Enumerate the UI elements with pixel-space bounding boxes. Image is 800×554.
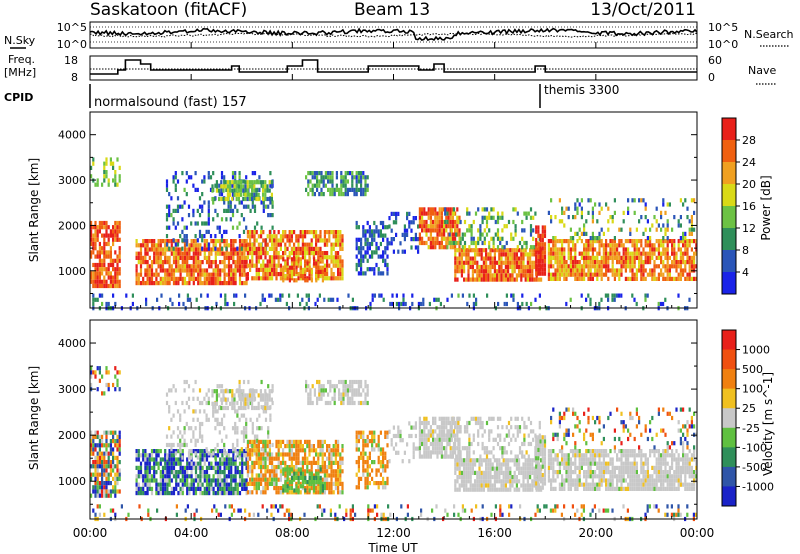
y-tick-label: 1000	[58, 265, 86, 278]
freq-left-tick-top: 18	[64, 54, 78, 67]
colorbar-segment	[722, 162, 736, 185]
colorbar-segment	[722, 140, 736, 163]
colorbar-segment	[722, 447, 736, 468]
noise-search-label: N.Search	[744, 28, 794, 41]
velocity-colorbar: 1000 500 100 25 -25 -100 -500 -1000 Velocity [m…	[721, 329, 775, 507]
freq-left-tick-bottom: 8	[71, 71, 78, 84]
x-axis-label: Time UT	[367, 541, 418, 554]
power-colorbar: 28 24 20 16 12 8 4 Power [dB]	[721, 117, 773, 295]
colorbar-tick-label: 100	[742, 383, 763, 396]
x-tick-label: 12:00	[376, 526, 411, 540]
velocity-ylabel: Slant Range [km]	[27, 366, 41, 470]
nave-label: Nave	[748, 64, 776, 77]
freq-label-2: [MHz]	[4, 66, 36, 79]
date-title: 13/Oct/2011	[590, 0, 696, 20]
y-tick-label: 3000	[58, 383, 86, 396]
x-tick-label: 04:00	[174, 526, 209, 540]
colorbar-tick-label: -500	[742, 461, 767, 474]
colorbar-tick-label: 500	[742, 363, 763, 376]
y-tick-label: 4000	[58, 337, 86, 350]
colorbar-tick-label: 4	[742, 266, 749, 279]
noise-panel: N.Sky 10^5 10^0 10^5 10^0 N.Search	[4, 21, 794, 51]
colorbar-tick-label: 25	[742, 402, 756, 415]
colorbar-segment	[722, 427, 736, 448]
colorbar-tick-label: 1000	[742, 344, 770, 357]
colorbar-tick-label: -100	[742, 441, 767, 454]
noise-sky-label: N.Sky	[4, 34, 36, 47]
cpid-row: CPID normalsound (fast) 157 themis 3300	[4, 83, 619, 110]
power-colorbar-label: Power [dB]	[759, 175, 773, 240]
x-tick-label: 00:00	[680, 526, 715, 540]
noise-search-line	[89, 32, 698, 38]
colorbar-segment	[722, 272, 736, 295]
power-ylabel: Slant Range [km]	[27, 158, 41, 262]
station-title: Saskatoon (fitACF)	[90, 0, 247, 20]
beam-title: Beam 13	[354, 0, 430, 20]
cpid-label: CPID	[4, 91, 33, 104]
colorbar-segment	[722, 184, 736, 207]
x-axis: 00:00 04:00 08:00 12:00 16:00 20:00 00:00	[73, 42, 715, 540]
x-tick-label: 20:00	[579, 526, 614, 540]
colorbar-tick-label: 24	[742, 156, 756, 169]
velocity-heatmap	[90, 366, 698, 522]
power-heatmap	[90, 157, 698, 311]
colorbar-tick-label: -1000	[742, 480, 774, 493]
noise-right-tick-top: 10^5	[708, 21, 738, 34]
colorbar-segment	[722, 118, 736, 141]
y-tick-label: 1000	[58, 475, 86, 488]
colorbar-tick-label: 16	[742, 200, 756, 213]
nave-right-tick-top: 60	[708, 54, 722, 67]
nave-right-tick-bottom: 0	[708, 71, 715, 84]
colorbar-segment	[722, 408, 736, 429]
colorbar-segment	[722, 206, 736, 229]
noise-right-tick-bottom: 10^0	[708, 38, 738, 51]
velocity-colorbar-label: Velocity [m s^-1]	[761, 372, 775, 476]
power-panel: 4000 3000 2000 1000 Slant Range [km]	[27, 111, 698, 311]
cpid-mode-1: normalsound (fast) 157	[94, 95, 247, 110]
noise-left-tick-top: 10^5	[57, 21, 87, 34]
velocity-panel: 4000 3000 2000 1000 Slant Range [km]	[27, 319, 698, 522]
freq-line	[90, 59, 697, 75]
colorbar-tick-label: 12	[742, 222, 756, 235]
colorbar-segment	[722, 388, 736, 409]
colorbar-segment	[722, 486, 736, 507]
colorbar-segment	[722, 250, 736, 273]
cpid-mode-2: themis 3300	[544, 83, 619, 97]
noise-sky-line	[89, 27, 698, 42]
y-tick-label: 3000	[58, 174, 86, 187]
colorbar-tick-label: 8	[742, 244, 749, 257]
colorbar-segment	[722, 349, 736, 370]
colorbar-segment	[722, 228, 736, 251]
colorbar-segment	[722, 369, 736, 390]
noise-left-tick-bottom: 10^0	[57, 38, 87, 51]
freq-panel: Freq. [MHz] 18 8 60 0 Nave	[4, 53, 776, 85]
x-tick-label: 16:00	[477, 526, 512, 540]
colorbar-segment	[722, 330, 736, 351]
x-tick-label: 08:00	[275, 526, 310, 540]
x-tick-label: 00:00	[73, 526, 108, 540]
y-tick-label: 2000	[58, 429, 86, 442]
colorbar-segment	[722, 466, 736, 487]
colorbar-tick-label: 28	[742, 134, 756, 147]
colorbar-tick-label: -25	[742, 422, 760, 435]
colorbar-tick-label: 20	[742, 178, 756, 191]
y-tick-label: 2000	[58, 219, 86, 232]
freq-label-1: Freq.	[8, 53, 35, 66]
y-tick-label: 4000	[58, 129, 86, 142]
